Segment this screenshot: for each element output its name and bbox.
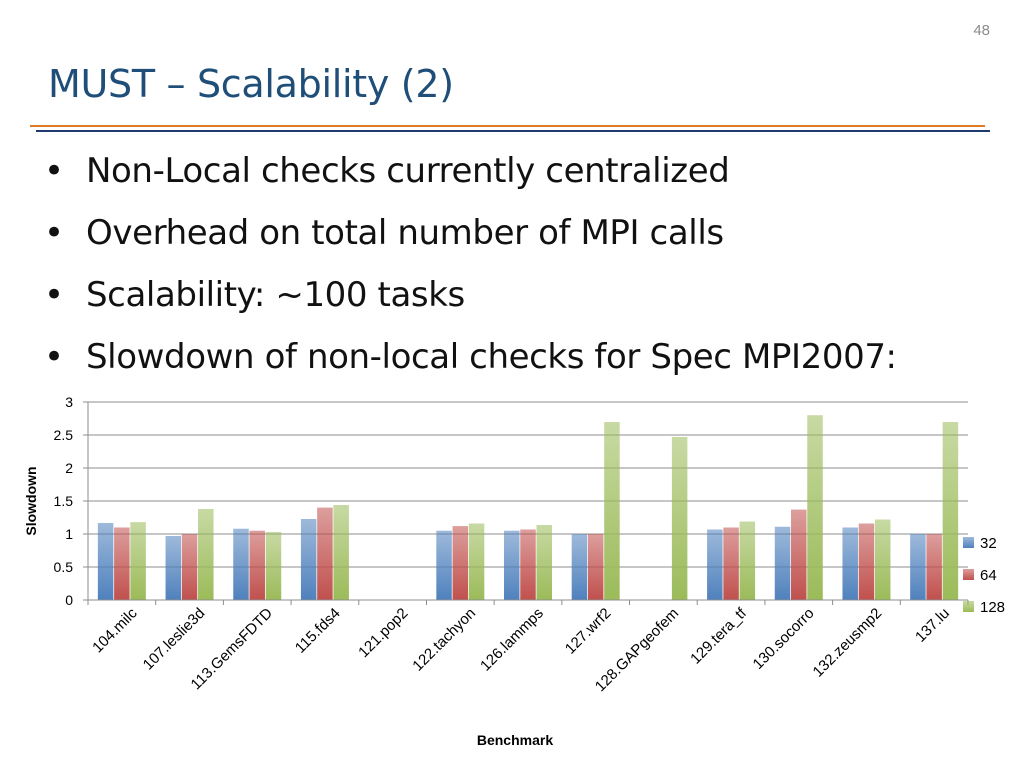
bullet-text: Non-Local checks currently centralized (86, 151, 730, 191)
bar-107.leslie3d-64 (181, 534, 198, 600)
bar-107.leslie3d-128 (198, 508, 214, 600)
x-tick-label: 122.tachyon (409, 605, 479, 675)
bar-130.socorro-32 (774, 526, 791, 600)
bar-122.tachyon-64 (452, 526, 469, 600)
bar-126.lammps-64 (520, 529, 536, 600)
y-axis-label: Slowdown (23, 466, 39, 535)
legend-label: 128 (980, 599, 1005, 616)
x-tick-label: 126.lammps (477, 605, 547, 675)
x-tick-label: 104.milc (89, 604, 141, 656)
y-tick-label: 3 (65, 394, 73, 410)
bar-115.fds4-128 (333, 504, 349, 600)
bar-122.tachyon-128 (468, 523, 485, 600)
y-tick-label: 2 (65, 460, 73, 476)
bar-115.fds4-32 (300, 518, 317, 600)
slide-number: 48 (973, 22, 990, 39)
bar-130.socorro-64 (791, 509, 807, 600)
bar-113.GemsFDTD-128 (265, 532, 282, 600)
bullet-dot-icon: • (44, 151, 64, 191)
title-rule-orange (30, 125, 985, 127)
bar-137.lu-128 (942, 421, 959, 600)
bar-132.zeusmp2-32 (842, 527, 858, 600)
x-tick-label: 107.leslie3d (140, 605, 209, 674)
legend-label: 32 (980, 535, 997, 552)
chart-bars (97, 415, 959, 600)
bar-129.tera_tf-64 (723, 527, 739, 600)
x-tick-label: 127.wrf2 (562, 605, 615, 658)
bar-126.lammps-32 (504, 530, 520, 600)
x-tick-label: 132.zeusmp2 (810, 605, 886, 681)
legend-swatch-64 (963, 569, 974, 580)
bar-113.GemsFDTD-64 (249, 530, 265, 600)
bullet-list: • Non-Local checks currently centralized … (44, 148, 897, 396)
bar-137.lu-64 (926, 534, 942, 600)
bullet-item: • Overhead on total number of MPI calls (44, 210, 897, 272)
bar-127.wrf2-64 (587, 534, 604, 600)
bar-129.tera_tf-32 (707, 529, 723, 600)
legend-label: 64 (980, 567, 997, 584)
bullet-text: Overhead on total number of MPI calls (86, 213, 724, 253)
x-tick-label: 121.pop2 (355, 605, 411, 661)
y-tick-label: 0.5 (54, 559, 74, 575)
bar-137.lu-32 (910, 534, 926, 600)
bullet-item: • Slowdown of non-local checks for Spec M… (44, 334, 897, 396)
y-tick-label: 0 (65, 592, 73, 608)
bar-107.leslie3d-32 (165, 535, 182, 600)
bar-104.milc-64 (114, 527, 130, 600)
bar-115.fds4-64 (317, 507, 333, 600)
y-tick-label: 1 (65, 526, 73, 542)
bar-132.zeusmp2-64 (858, 523, 875, 600)
bar-127.wrf2-128 (604, 421, 620, 600)
bar-130.socorro-128 (807, 415, 823, 600)
bullet-text: Scalability: ~100 tasks (86, 275, 465, 315)
bar-128.GAPgeofem-128 (671, 436, 688, 600)
bar-129.tera_tf-128 (739, 521, 756, 600)
bullet-dot-icon: • (44, 337, 64, 377)
bullet-dot-icon: • (44, 275, 64, 315)
bullet-text: Slowdown of non-local checks for Spec MP… (86, 337, 897, 377)
title-rule-navy (36, 130, 990, 132)
bullet-dot-icon: • (44, 213, 64, 253)
x-tick-label: 137.lu (912, 605, 953, 646)
x-axis-label: Benchmark (477, 732, 553, 748)
legend-swatch-32 (963, 537, 974, 548)
legend-swatch-128 (963, 601, 974, 612)
y-tick-label: 1.5 (54, 493, 74, 509)
bar-132.zeusmp2-128 (874, 519, 891, 600)
y-tick-label: 2.5 (54, 427, 74, 443)
x-tick-label: 129.tera_tf (687, 604, 750, 667)
bullet-item: • Scalability: ~100 tasks (44, 272, 897, 334)
slide-title: MUST – Scalability (2) (48, 62, 454, 106)
bar-113.GemsFDTD-32 (233, 528, 249, 600)
bar-127.wrf2-32 (571, 534, 588, 600)
bar-104.milc-128 (130, 522, 146, 600)
chart-legend: 32 64 128 (963, 535, 1005, 616)
x-tick-label: 130.socorro (750, 605, 818, 673)
bar-104.milc-32 (97, 522, 114, 600)
bar-122.tachyon-32 (436, 530, 452, 600)
x-tick-label: 115.fds4 (292, 605, 344, 657)
bullet-item: • Non-Local checks currently centralized (44, 148, 897, 210)
bar-126.lammps-128 (536, 524, 552, 600)
